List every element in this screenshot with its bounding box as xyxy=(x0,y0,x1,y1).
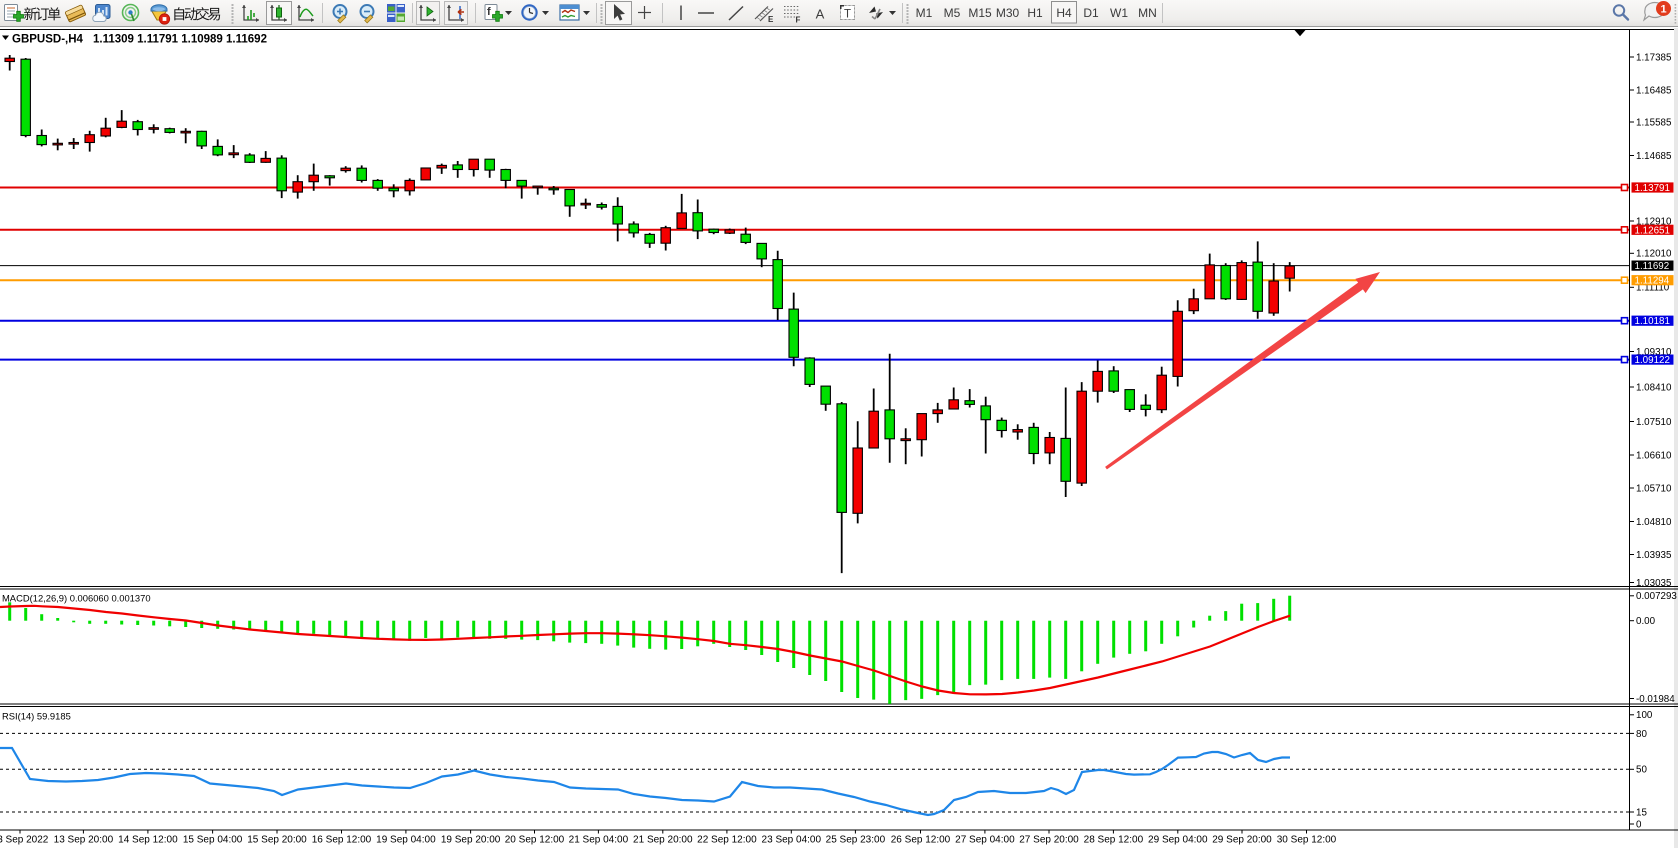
svg-text:20 Sep 12:00: 20 Sep 12:00 xyxy=(505,835,565,846)
svg-text:0: 0 xyxy=(1636,819,1642,830)
svg-text:-0.01984: -0.01984 xyxy=(1636,694,1675,705)
svg-text:1.11692: 1.11692 xyxy=(1635,261,1670,272)
svg-text:19 Sep 20:00: 19 Sep 20:00 xyxy=(441,835,501,846)
svg-text:1.07510: 1.07510 xyxy=(1636,417,1672,428)
svg-text:14 Sep 12:00: 14 Sep 12:00 xyxy=(118,835,178,846)
svg-text:0.007293: 0.007293 xyxy=(1636,591,1677,602)
svg-text:1.13791: 1.13791 xyxy=(1635,183,1670,194)
svg-text:22 Sep 12:00: 22 Sep 12:00 xyxy=(697,835,757,846)
svg-text:27 Sep 04:00: 27 Sep 04:00 xyxy=(955,835,1015,846)
svg-text:15 Sep 20:00: 15 Sep 20:00 xyxy=(247,835,307,846)
svg-text:100: 100 xyxy=(1636,710,1653,721)
svg-text:F: F xyxy=(796,16,801,25)
svg-text:1.15585: 1.15585 xyxy=(1636,117,1672,128)
svg-text:W1: W1 xyxy=(1110,6,1128,20)
svg-text:16 Sep 12:00: 16 Sep 12:00 xyxy=(312,835,372,846)
svg-text:MACD(12,26,9) 0.006060 0.00137: MACD(12,26,9) 0.006060 0.001370 xyxy=(2,593,151,604)
svg-text:M5: M5 xyxy=(944,6,961,20)
svg-text:H4: H4 xyxy=(1056,6,1072,20)
svg-text:19 Sep 04:00: 19 Sep 04:00 xyxy=(376,835,436,846)
svg-text:50: 50 xyxy=(1636,765,1647,776)
svg-text:D1: D1 xyxy=(1083,6,1099,20)
svg-text:28 Sep 12:00: 28 Sep 12:00 xyxy=(1084,835,1144,846)
svg-text:23 Sep 04:00: 23 Sep 04:00 xyxy=(762,835,822,846)
svg-text:21 Sep 04:00: 21 Sep 04:00 xyxy=(569,835,629,846)
svg-text:1.06610: 1.06610 xyxy=(1636,450,1672,461)
svg-text:H1: H1 xyxy=(1027,6,1043,20)
svg-text:0.00: 0.00 xyxy=(1636,616,1656,627)
svg-text:M15: M15 xyxy=(968,6,992,20)
svg-text:1.04810: 1.04810 xyxy=(1636,517,1672,528)
svg-text:1.11294: 1.11294 xyxy=(1635,276,1670,287)
svg-text:1.10181: 1.10181 xyxy=(1635,316,1670,327)
svg-text:30 Sep 12:00: 30 Sep 12:00 xyxy=(1277,835,1337,846)
svg-text:15: 15 xyxy=(1636,807,1647,818)
svg-text:13 Sep 2022: 13 Sep 2022 xyxy=(0,835,49,846)
svg-text:26 Sep 12:00: 26 Sep 12:00 xyxy=(891,835,951,846)
svg-text:1.09310: 1.09310 xyxy=(1636,347,1672,358)
svg-text:27 Sep 20:00: 27 Sep 20:00 xyxy=(1019,835,1079,846)
svg-text:1.11110: 1.11110 xyxy=(1636,283,1670,294)
svg-text:13 Sep 20:00: 13 Sep 20:00 xyxy=(54,835,114,846)
svg-text:1.17385: 1.17385 xyxy=(1636,52,1672,63)
svg-text:29 Sep 20:00: 29 Sep 20:00 xyxy=(1212,835,1272,846)
svg-text:f: f xyxy=(487,6,491,18)
svg-text:1.03035: 1.03035 xyxy=(1636,578,1672,589)
svg-text:T: T xyxy=(844,9,851,21)
svg-text:15 Sep 04:00: 15 Sep 04:00 xyxy=(183,835,243,846)
svg-text:1.12010: 1.12010 xyxy=(1636,249,1672,260)
svg-text:80: 80 xyxy=(1636,729,1647,740)
svg-text:1.09122: 1.09122 xyxy=(1635,355,1670,366)
svg-text:RSI(14) 59.9185: RSI(14) 59.9185 xyxy=(2,711,71,722)
svg-text:E: E xyxy=(768,15,774,24)
svg-text:M30: M30 xyxy=(996,6,1020,20)
svg-text:1: 1 xyxy=(1660,4,1666,16)
svg-text:1.05710: 1.05710 xyxy=(1636,483,1672,494)
svg-text:MN: MN xyxy=(1138,6,1157,20)
svg-text:GBPUSD-,H4: GBPUSD-,H4 xyxy=(12,34,84,46)
svg-text:1.14685: 1.14685 xyxy=(1636,151,1672,162)
svg-text:1.08410: 1.08410 xyxy=(1636,382,1672,393)
svg-text:1.03935: 1.03935 xyxy=(1636,550,1672,561)
svg-text:1.12651: 1.12651 xyxy=(1635,225,1670,236)
svg-text:21 Sep 20:00: 21 Sep 20:00 xyxy=(633,835,693,846)
svg-text:A: A xyxy=(816,7,825,22)
svg-text:25 Sep 23:00: 25 Sep 23:00 xyxy=(826,835,886,846)
svg-text:1.12910: 1.12910 xyxy=(1636,216,1672,227)
svg-text:M1: M1 xyxy=(916,6,933,20)
svg-text:1.11309 1.11791 1.10989 1.1169: 1.11309 1.11791 1.10989 1.11692 xyxy=(93,34,267,46)
svg-text:1.16485: 1.16485 xyxy=(1636,85,1672,96)
svg-text:29 Sep 04:00: 29 Sep 04:00 xyxy=(1148,835,1208,846)
